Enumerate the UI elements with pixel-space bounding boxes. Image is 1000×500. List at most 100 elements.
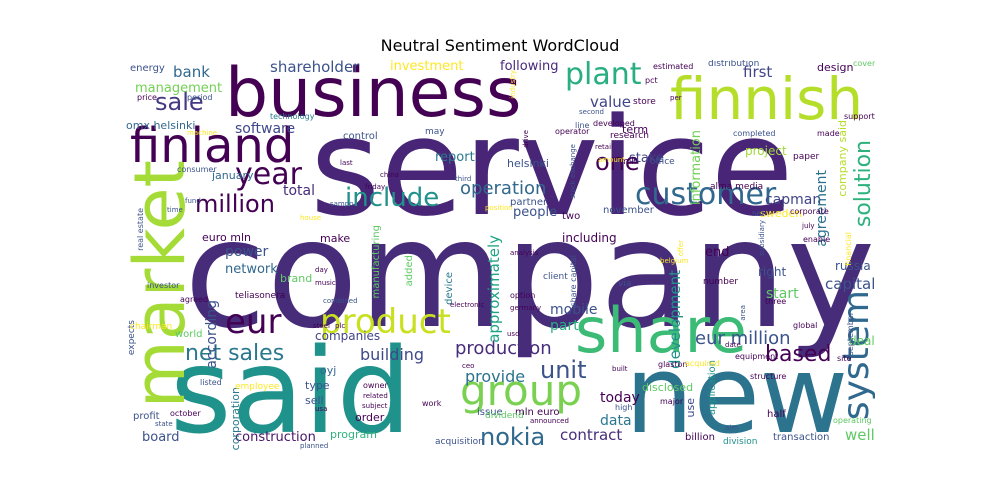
cloud-word: finnish [670, 65, 864, 133]
cloud-word: major [660, 397, 684, 406]
cloud-word: november [603, 205, 654, 216]
cloud-word: project [745, 144, 787, 158]
cloud-word: listed [200, 378, 222, 387]
cloud-word: profit [133, 411, 160, 422]
cloud-word: eur [225, 302, 282, 342]
cloud-word: date [725, 341, 741, 349]
cloud-word: work [422, 399, 442, 408]
cloud-word: completed [733, 129, 776, 138]
cloud-word: capital [825, 275, 875, 293]
cloud-word: paper [793, 152, 820, 162]
cloud-word: oyj [320, 364, 337, 377]
cloud-word: stake [629, 151, 664, 166]
cloud-word: chairman [130, 322, 173, 332]
cloud-word: glaston [658, 360, 688, 369]
cloud-word: day [315, 266, 328, 274]
cloud-word: end [705, 245, 730, 260]
cloud-word: finland [130, 118, 295, 174]
cloud-word: issue [477, 407, 503, 418]
cloud-word: people [513, 205, 558, 220]
cloud-word: equipment [735, 352, 779, 361]
cloud-word: type [305, 379, 330, 392]
cloud-word: technology [270, 112, 315, 121]
cloud-word: product [320, 302, 451, 342]
cloud-word: application [707, 360, 718, 416]
cloud-word: investor [147, 281, 180, 290]
cloud-word: combined [323, 297, 358, 305]
cloud-word: employee [235, 382, 280, 392]
cloud-word: use [684, 398, 697, 418]
cloud-word: subject [362, 402, 388, 410]
cloud-word: related [363, 392, 388, 400]
cloud-word: support [844, 112, 875, 121]
cloud-word: time [167, 206, 183, 214]
cloud-word: billion [685, 432, 715, 443]
cloud-word: approximately [485, 235, 503, 343]
cloud-word: value [590, 93, 631, 111]
cloud-word: developed [593, 119, 635, 128]
cloud-word: period [187, 93, 213, 102]
cloud-word: company [184, 188, 875, 362]
cloud-word: report [435, 150, 475, 165]
cloud-word: euro mln [202, 231, 251, 244]
cloud-word: term [622, 123, 649, 136]
cloud-word: germany [510, 304, 542, 312]
cloud-word: plc [335, 322, 346, 330]
cloud-word: construction [235, 430, 316, 445]
cloud-word: business [225, 60, 522, 133]
cloud-word: board [142, 430, 180, 445]
cloud-word: acquisition [435, 437, 484, 447]
cloud-word: omx helsinki [126, 119, 196, 132]
cloud-word: july [802, 222, 815, 230]
cloud-word: building [360, 345, 425, 364]
cloud-word: total [283, 183, 316, 199]
cloud-word: two [562, 211, 581, 222]
cloud-word: share capital [569, 255, 578, 307]
cloud-word: including [562, 231, 617, 245]
cloud-word: deal [849, 334, 875, 348]
cloud-word: corporate [790, 207, 829, 216]
cloud-word: area [739, 305, 747, 321]
cloud-word: global [793, 321, 818, 330]
cloud-word: office [650, 157, 675, 167]
cloud-word: second [579, 108, 604, 116]
cloud-word: via [618, 279, 632, 289]
cloud-word: data [600, 413, 632, 429]
cloud-word: line [575, 121, 590, 130]
cloud-word: sell [305, 394, 324, 407]
cloud-word: brand [280, 272, 313, 285]
cloud-word: price [137, 93, 157, 102]
cloud-word: corporation [229, 387, 242, 450]
cloud-word: include [345, 183, 440, 213]
cloud-word: mill [620, 157, 637, 167]
cloud-word: year [235, 157, 302, 192]
cloud-word: disclosed [642, 381, 694, 394]
cloud-word: agreed [180, 295, 209, 304]
cloud-word: steel [313, 322, 330, 330]
cloud-word: network [225, 262, 278, 277]
cloud-word: set [752, 209, 765, 218]
cloud-word: announced [530, 417, 569, 425]
cloud-word: investment [390, 60, 464, 74]
cloud-word: start [766, 286, 799, 302]
cloud-word: owner [363, 381, 388, 390]
cloud-word: number [703, 277, 739, 287]
cloud-word: site [837, 354, 852, 363]
cloud-word: per [670, 94, 682, 102]
cloud-word: nokia [480, 423, 546, 450]
chart-title: Neutral Sentiment WordCloud [380, 36, 620, 55]
cloud-word: built [612, 365, 628, 373]
cloud-word: provide [465, 367, 526, 386]
cloud-word: management [135, 81, 223, 96]
cloud-word: may [425, 127, 445, 137]
cloud-word: capman [765, 192, 822, 208]
cloud-word: state [155, 420, 173, 428]
cloud-word: software [235, 121, 296, 137]
cloud-word: customer [635, 177, 777, 212]
cloud-word: dividend [485, 411, 524, 421]
cloud-word: amount [598, 156, 626, 164]
cloud-word: three [765, 297, 787, 306]
cloud-word: planned [300, 442, 329, 450]
cloud-word: well [845, 426, 875, 444]
cloud-word: fund [185, 197, 201, 205]
